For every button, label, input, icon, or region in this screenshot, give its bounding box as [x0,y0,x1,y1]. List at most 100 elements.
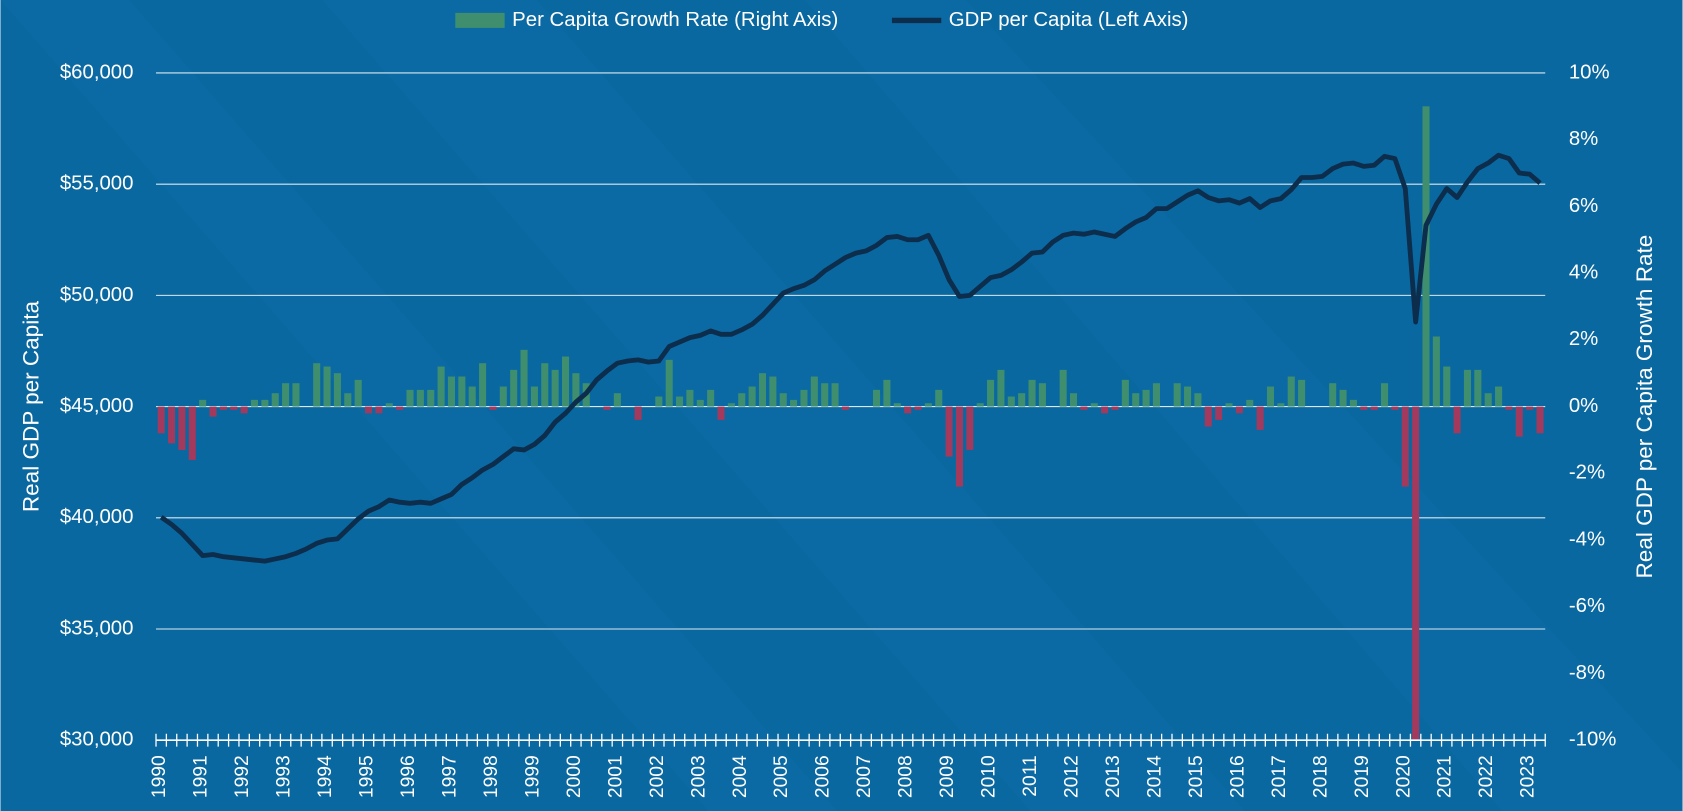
bar [1474,369,1482,407]
x-tick-label: 2011 [1020,755,1041,797]
bar [997,369,1005,407]
bar [1090,403,1098,407]
bar [935,389,943,407]
bar [1536,406,1544,434]
x-tick-label: 2009 [937,755,958,798]
y-tick-label: $60,000 [60,61,134,83]
bar [396,406,404,410]
bar [292,383,300,407]
y-axis-label: Real GDP per Capita [19,301,44,513]
bar [489,406,497,410]
bar [893,403,901,407]
x-tick-label: 2004 [730,755,751,798]
bar [1360,406,1368,410]
bar [209,406,217,417]
bar [1080,406,1088,410]
bar [1339,389,1347,407]
bar [1038,383,1046,407]
bar [1391,406,1399,410]
bar [1443,366,1451,407]
bar [427,389,435,407]
bar [727,403,735,407]
bar [188,406,196,460]
bar [230,406,238,410]
bar [1204,406,1212,427]
y2-tick-label: 2% [1569,328,1598,350]
bar [1266,386,1275,407]
background-stripe [805,0,1683,811]
bar [375,406,383,414]
line [159,152,1542,564]
x-tick-label: 1997 [439,755,460,798]
bar [924,403,932,407]
bar [333,373,341,407]
bar [1412,406,1420,741]
y2-tick-label: 8% [1569,128,1598,150]
x-tick-label: 2021 [1435,755,1456,798]
x-tick-label: 2012 [1062,755,1083,798]
bar [976,403,984,407]
bar [1101,406,1109,414]
bar [955,406,963,487]
bar [987,379,995,407]
bar [810,376,818,407]
x-tick-label: 2023 [1518,755,1539,798]
bar [520,349,528,407]
bar [1132,393,1140,407]
x-tick-label: 1992 [232,755,253,798]
bar [561,356,570,407]
bar [250,399,259,407]
x-tick-label: 2010 [979,755,1000,798]
bar [157,406,165,434]
x-tick-label: 2007 [854,755,875,798]
bar [240,406,248,414]
bar [437,366,445,407]
bar [1152,383,1160,407]
y2-tick-label: 10% [1569,61,1610,83]
bar [551,369,559,407]
x-tick-label: 2003 [688,755,709,798]
x-tick-label: 1991 [191,755,212,798]
x-tick-label: 1998 [481,755,502,798]
bar [1432,336,1440,407]
legend-label: Per Capita Growth Rate (Right Axis) [512,9,838,31]
bar [168,406,176,444]
x-tick-label: 1996 [398,755,419,798]
bar [1381,383,1389,407]
x-tick-label: 2019 [1352,755,1373,798]
bar [323,366,331,407]
bar [707,389,715,407]
y2-axis-label: Real GDP per Capita Growth Rate [1632,235,1657,579]
y2-tick-label: 0% [1569,395,1598,417]
y2-tick-label: -4% [1569,528,1605,550]
x-tick-label: 1993 [274,755,295,798]
bar [603,406,611,410]
x-tick-label: 2005 [771,755,792,798]
bar [1121,379,1129,407]
legend: Per Capita Growth Rate (Right Axis) GDP p… [455,9,1188,31]
bar [313,363,321,407]
bar [354,379,362,407]
x-tick-label: 1995 [357,755,378,798]
y-tick-label: $30,000 [60,729,134,751]
bar [1142,389,1150,407]
y2-tick-label: -6% [1569,595,1605,617]
bar [1184,386,1192,407]
bar [883,379,891,407]
y2-tick-label: -8% [1569,662,1605,684]
bar [914,406,922,410]
legend-label: GDP per Capita (Left Axis) [949,9,1189,31]
bar [1401,406,1409,487]
y2-tick-label: 4% [1569,262,1598,284]
bar [219,406,227,410]
x-tick-label: 2022 [1476,755,1497,798]
bar [1453,406,1461,434]
bar [613,393,621,407]
bar [1349,399,1357,407]
bar [717,406,725,420]
bar [748,386,756,407]
bar [1277,403,1285,407]
bar [406,389,414,407]
bar [1463,369,1471,407]
